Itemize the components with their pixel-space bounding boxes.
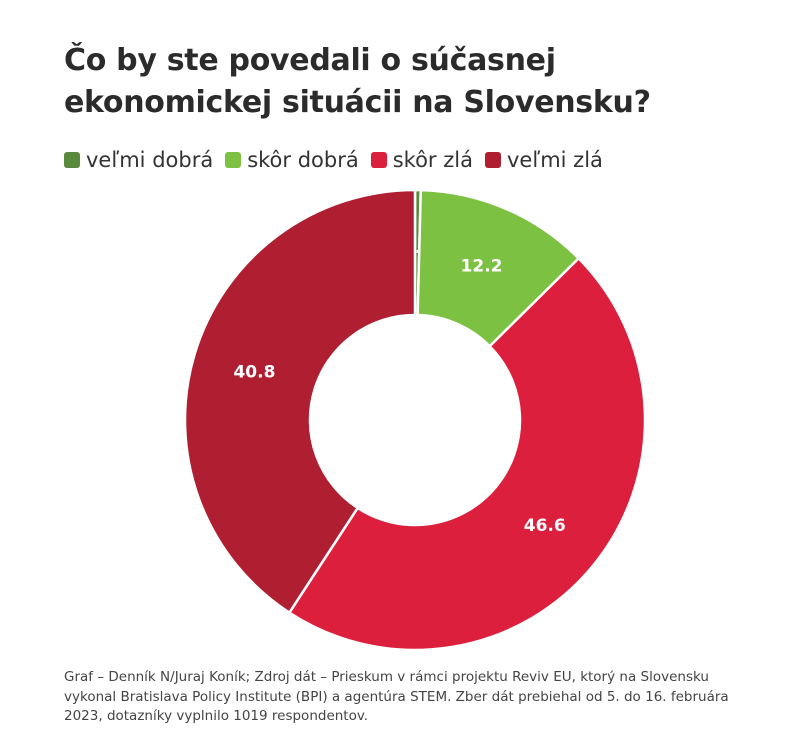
chart-legend: veľmi dobrá skôr dobrá skôr zlá veľmi zl… — [64, 148, 615, 172]
legend-swatch-skor-dobra — [225, 152, 242, 168]
source-footnote: Graf – Denník N/Juraj Koník; Zdroj dát –… — [64, 669, 729, 724]
legend-label-skor-zla: skôr zlá — [392, 148, 473, 172]
legend-item-velmi-dobra: veľmi dobrá — [64, 148, 213, 172]
legend-item-velmi-zla: veľmi zlá — [484, 148, 603, 172]
data-label-skor-dobra: 12.2 — [461, 256, 503, 276]
legend-item-skor-zla: skôr zlá — [370, 148, 473, 172]
legend-swatch-skor-zla — [370, 152, 387, 168]
data-label-skor-zla: 46.6 — [524, 516, 566, 536]
legend-item-skor-dobra: skôr dobrá — [225, 148, 359, 172]
data-label-velmi-zla: 40.8 — [233, 362, 275, 382]
slice-velmi-zla — [183, 188, 417, 614]
slice-skor-zla — [288, 257, 647, 652]
legend-label-skor-dobra: skôr dobrá — [247, 148, 359, 172]
legend-label-velmi-dobra: veľmi dobrá — [86, 148, 214, 172]
legend-swatch-velmi-dobra — [64, 152, 80, 168]
chart-title: Čo by ste povedali o súčasnej ekonomicke… — [64, 43, 651, 120]
legend-swatch-velmi-zla — [484, 152, 501, 168]
legend-label-velmi-zla: veľmi zlá — [506, 148, 603, 172]
